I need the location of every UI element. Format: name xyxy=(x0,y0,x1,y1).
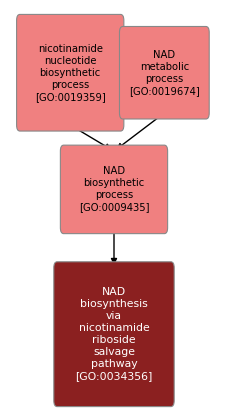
Text: NAD
biosynthetic
process
[GO:0009435]: NAD biosynthetic process [GO:0009435] xyxy=(78,166,149,212)
Text: nicotinamide
nucleotide
biosynthetic
process
[GO:0019359]: nicotinamide nucleotide biosynthetic pro… xyxy=(35,44,105,102)
FancyBboxPatch shape xyxy=(119,26,208,119)
FancyBboxPatch shape xyxy=(17,14,123,131)
FancyBboxPatch shape xyxy=(60,145,167,234)
Text: NAD
biosynthesis
via
nicotinamide
riboside
salvage
pathway
[GO:0034356]: NAD biosynthesis via nicotinamide ribosi… xyxy=(75,287,152,381)
Text: NAD
metabolic
process
[GO:0019674]: NAD metabolic process [GO:0019674] xyxy=(128,50,199,96)
FancyBboxPatch shape xyxy=(54,262,173,406)
